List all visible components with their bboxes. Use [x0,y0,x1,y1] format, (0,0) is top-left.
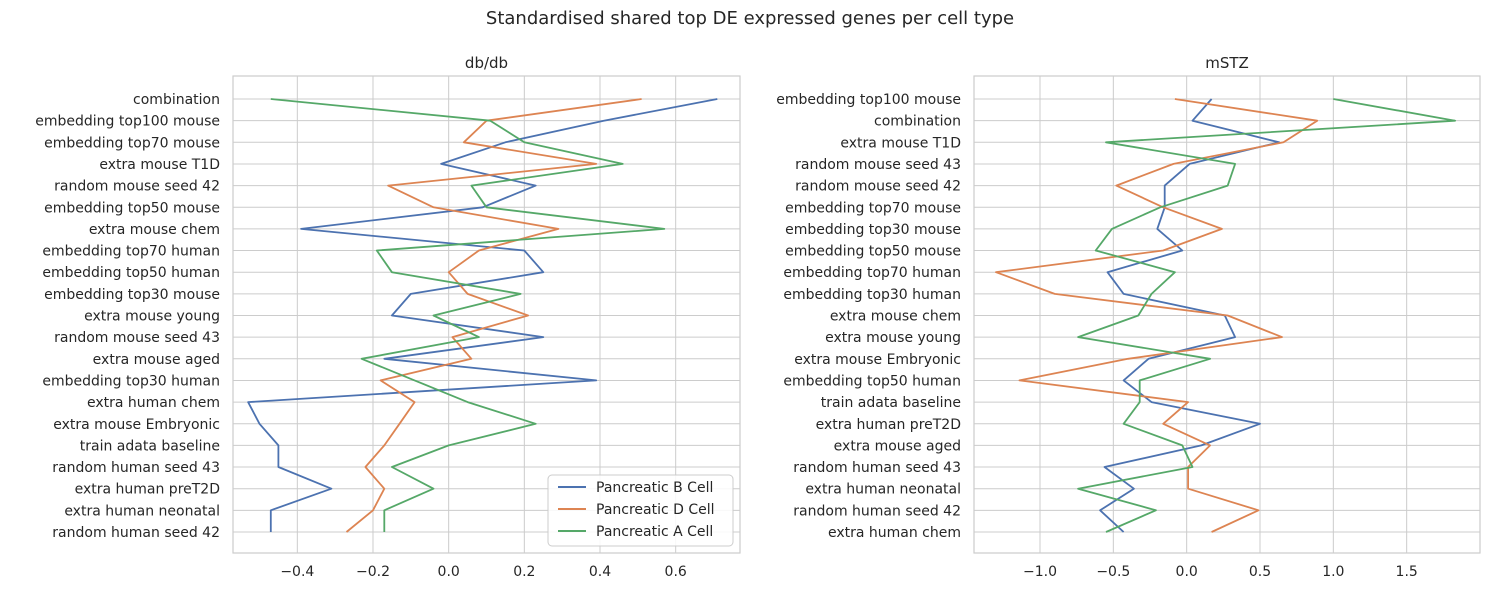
panel2-title: mSTZ [1205,54,1249,72]
panel2-ytick-label: random mouse seed 43 [795,157,961,173]
panel2-ytick-label: random human seed 43 [793,460,961,476]
panel1-ytick-label: extra human preT2D [75,482,220,498]
panel1-axes-frame [232,75,741,554]
panel2-ytick-label: extra mouse aged [834,438,961,454]
panel1-ytick-label: extra mouse chem [89,222,220,238]
panel1-ytick-label: extra human chem [87,395,220,411]
panel2-ytick-label: embedding top70 human [783,265,961,281]
panel1-xtick-label: 0.2 [513,564,535,580]
panel2-xtick-label: 0.5 [1249,564,1271,580]
panel1-ytick-label: random mouse seed 42 [54,179,220,195]
panel1-series-line-2 [270,98,666,532]
panel2-ytick-label: extra mouse chem [830,309,961,325]
panel1-ytick-label: random mouse seed 43 [54,330,220,346]
panel2-xtick-label: 1.0 [1322,564,1344,580]
panel1-xtick-label: 0.4 [589,564,611,580]
panel1-ytick-label: extra mouse T1D [99,157,220,173]
panel1-ytick-label: extra mouse Embryonic [53,417,220,433]
panel2-ytick-label: embedding top100 mouse [776,92,961,108]
figure-title: Standardised shared top DE expressed gen… [485,8,1015,29]
panel1-ytick-label: extra mouse aged [93,352,220,368]
panel1-ytick-label: random human seed 43 [52,460,220,476]
panel2-xtick-label: 1.5 [1396,564,1418,580]
panel2-ytick-label: extra mouse young [825,330,961,346]
panel1-ytick-label: embedding top100 mouse [35,114,220,130]
panel2-series-line-1 [995,98,1319,533]
legend-label-0: Pancreatic B Cell [596,480,713,496]
legend-label-2: Pancreatic A Cell [596,524,713,540]
panel2-ytick-label: embedding top70 mouse [785,200,961,216]
panel1-ytick-label: combination [133,92,220,108]
panel2-ytick-label: combination [874,114,961,130]
panel2-ytick-label: extra human neonatal [805,482,961,498]
panel1-xtick-label: 0.6 [665,564,687,580]
panel1-series-line-1 [345,98,642,533]
panel2-ytick-label: extra human preT2D [816,417,961,433]
panel1-ytick-label: embedding top30 mouse [44,287,220,303]
panel1-ytick-label: embedding top50 human [42,265,220,281]
panel2-ytick-label: embedding top50 mouse [785,244,961,260]
panel2-ytick-label: extra mouse Embryonic [794,352,961,368]
panel2-axes-frame [973,75,1481,554]
panel2-ytick-label: random mouse seed 42 [795,179,961,195]
panel1-ytick-label: embedding top30 human [42,373,220,389]
panel2-xtick-label: 0.0 [1176,564,1198,580]
legend-label-1: Pancreatic D Cell [596,502,715,518]
panel1-ytick-label: random human seed 42 [52,525,220,541]
panel1-xtick-label: 0.0 [438,564,460,580]
panel2-ytick-label: train adata baseline [821,395,961,411]
panel1-ytick-label: embedding top70 mouse [44,135,220,151]
panel2-xtick-label: −1.0 [1023,564,1057,580]
panel1-ytick-label: extra human neonatal [64,503,220,519]
panel1-title: db/db [465,54,508,72]
panel2-ytick-label: extra mouse T1D [840,135,961,151]
panel1-ytick-label: embedding top50 mouse [44,200,220,216]
panel2-ytick-label: extra human chem [828,525,961,541]
panel2-ytick-label: random human seed 42 [793,503,961,519]
panel2-series-line-2 [1077,98,1456,533]
panel2-xtick-label: −0.5 [1096,564,1130,580]
panel2-ytick-label: embedding top50 human [783,373,961,389]
panel1-xtick-label: −0.4 [280,564,314,580]
panel1-ytick-label: train adata baseline [80,438,220,454]
panel1-series-line-0 [247,98,718,532]
panel2-ytick-label: embedding top30 mouse [785,222,961,238]
panel2-ytick-label: embedding top30 human [783,287,961,303]
panel1-ytick-label: extra mouse young [84,309,220,325]
panel1-ytick-label: embedding top70 human [42,244,220,260]
legend-box [547,474,734,547]
panel1-xtick-label: −0.2 [356,564,390,580]
